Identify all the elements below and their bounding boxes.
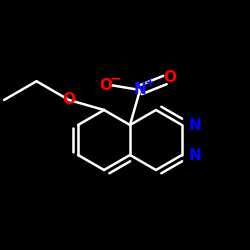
Text: −: −: [110, 71, 121, 85]
Text: O: O: [99, 78, 112, 92]
Text: +: +: [144, 76, 155, 89]
Text: N: N: [134, 82, 146, 98]
Text: N: N: [188, 118, 201, 132]
Text: O: O: [164, 70, 176, 85]
Text: O: O: [62, 92, 76, 108]
Text: N: N: [188, 148, 201, 162]
